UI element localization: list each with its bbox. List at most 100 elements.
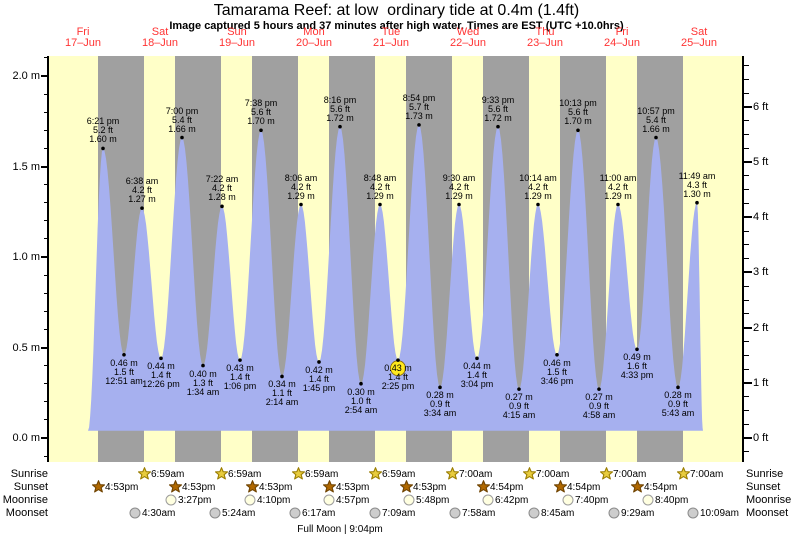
annotation-line: 10:14 am (519, 172, 557, 183)
high-tide-annotation: 6:21 pm 5.2 ft 1.60 m (87, 117, 120, 144)
x-axis-day-label: Wed 22–Jun (433, 27, 503, 49)
feet-minor-tick (744, 134, 749, 136)
page-title: Tamarama Reef: at low ordinary tide at 0… (213, 2, 580, 19)
low-tide-annotation: 0.27 m 0.9 ft 4:15 am (503, 393, 536, 420)
annotation-line: 1:06 pm (223, 381, 257, 392)
sunset-star-icon (399, 480, 413, 498)
tide-extreme-dot (438, 385, 442, 390)
annotation-line: 1.72 m (484, 112, 512, 123)
annotation-line: 7:00 pm (165, 105, 199, 116)
feet-major-tick (744, 161, 752, 164)
meter-minor-tick (44, 57, 48, 59)
day-date: 23–Jun (526, 37, 564, 49)
tide-extreme-dot (259, 128, 263, 133)
x-axis-day-label: Thu 23–Jun (510, 27, 580, 49)
day-name: Sun (227, 26, 247, 38)
day-name: Thu (535, 26, 555, 38)
sunset-time: 4:53pm (336, 482, 370, 493)
annotation-line: 2:14 am (265, 397, 299, 408)
sunrise-row-label-left: Sunrise (10, 468, 48, 480)
annotation-line: 0.46 m (543, 357, 571, 368)
high-tide-annotation: 9:30 am 4.2 ft 1.29 m (443, 173, 476, 201)
feet-tick-label: 1 ft (753, 376, 769, 389)
moonrise-time: 6:42pm (495, 495, 529, 506)
annotation-line: 1.29 m (524, 190, 552, 201)
low-tide-annotation: 0.40 m 1.3 ft 1:34 am (187, 368, 220, 397)
annotation-line: 5.4 ft (645, 114, 666, 125)
moonset-time: 5:24am (222, 508, 256, 519)
low-tide-annotation: 0.43 m 1.4 ft 1:06 pm (224, 364, 257, 391)
feet-minor-tick (744, 285, 749, 287)
feet-major-tick (744, 105, 752, 108)
moonrise-circle-icon (482, 493, 494, 511)
day-date: 21–Jun (372, 37, 410, 49)
annotation-line: 1.28 m (208, 192, 236, 203)
tide-extreme-dot (280, 374, 284, 379)
x-axis-day-label: Fri 17–Jun (48, 27, 118, 49)
tide-extreme-dot (159, 356, 163, 361)
meter-tick-label: 1.0 m (12, 251, 40, 263)
low-tide-annotation: 0.44 m 1.4 ft 12:26 pm (142, 362, 180, 389)
annotation-line: 0.49 m (623, 352, 651, 363)
feet-tick-label: 5 ft (753, 156, 769, 169)
annotation-line: 0.40 m (189, 368, 217, 379)
sunset-time: 4:54pm (567, 482, 601, 493)
day-name: Fri (615, 26, 629, 38)
sunrise-star-icon (214, 467, 228, 485)
sunrise-time: 6:59am (382, 469, 416, 480)
tide-extreme-dot (201, 363, 205, 368)
sunset-star-icon (322, 480, 336, 498)
annotation-line: 0.30 m (347, 386, 375, 397)
high-tide-annotation: 11:00 am 4.2 ft 1.29 m (600, 173, 637, 201)
meter-minor-tick (44, 184, 48, 186)
annotation-line: 5.6 ft (567, 107, 588, 118)
tide-extreme-dot (457, 202, 461, 207)
feet-minor-tick (744, 203, 749, 205)
moonrise-time: 7:40pm (575, 495, 609, 506)
annotation-line: 1.29 m (445, 190, 473, 201)
annotation-line: 4:33 pm (620, 370, 654, 381)
moonrise-circle-icon (562, 493, 574, 511)
high-tide-annotation: 8:54 pm 5.7 ft 1.73 m (403, 93, 436, 121)
tide-curve (88, 123, 703, 431)
annotation-line: 12:26 pm (142, 379, 180, 390)
moonrise-circle-icon (244, 493, 256, 511)
annotation-line: 0.9 ft (508, 401, 529, 412)
meter-minor-tick (44, 401, 48, 403)
annotation-line: 10:57 pm (637, 105, 675, 116)
meter-minor-tick (44, 129, 48, 131)
annotation-line: 1.5 ft (113, 366, 134, 377)
annotation-line: 5:43 am (661, 408, 695, 419)
moonrise-circle-icon (403, 493, 415, 511)
annotation-line: 1.73 m (405, 110, 433, 121)
annotation-line: 1.4 ft (387, 372, 408, 383)
feet-minor-tick (744, 230, 749, 232)
high-tide-annotation: 10:57 pm 5.4 ft 1.66 m (637, 105, 675, 134)
day-date: 20–Jun (295, 37, 333, 49)
feet-minor-tick (744, 451, 749, 453)
tide-extreme-dot (616, 202, 620, 207)
annotation-line: 5.4 ft (171, 114, 192, 125)
tide-extreme-dot (536, 202, 540, 207)
meter-minor-tick (44, 274, 48, 276)
sunrise-star-icon (445, 467, 459, 485)
tide-extreme-dot (695, 200, 699, 205)
feet-minor-tick (744, 92, 749, 94)
annotation-line: 12:51 am (105, 375, 143, 386)
meter-minor-tick (44, 202, 48, 204)
annotation-line: 4.2 ft (448, 181, 469, 192)
annotation-line: 7:22 am (205, 174, 239, 185)
high-tide-annotation: 6:38 am 4.2 ft 1.27 m (126, 177, 159, 204)
moonrise-row-label-left: Moonrise (2, 494, 48, 506)
annotation-line: 1.29 m (604, 190, 632, 201)
annotation-line: 1.1 ft (271, 388, 292, 399)
sunset-time: 4:53pm (259, 482, 293, 493)
tide-extreme-dot (122, 352, 126, 357)
annotation-line: 4:58 am (582, 410, 616, 421)
high-tide-annotation: 11:49 am 4.3 ft 1.30 m (679, 171, 716, 199)
annotation-line: 0.43 m (384, 363, 412, 374)
moonset-circle-icon (369, 506, 381, 524)
annotation-line: 0.34 m (268, 379, 296, 390)
high-tide-annotation: 7:00 pm 5.4 ft 1.66 m (165, 105, 199, 134)
